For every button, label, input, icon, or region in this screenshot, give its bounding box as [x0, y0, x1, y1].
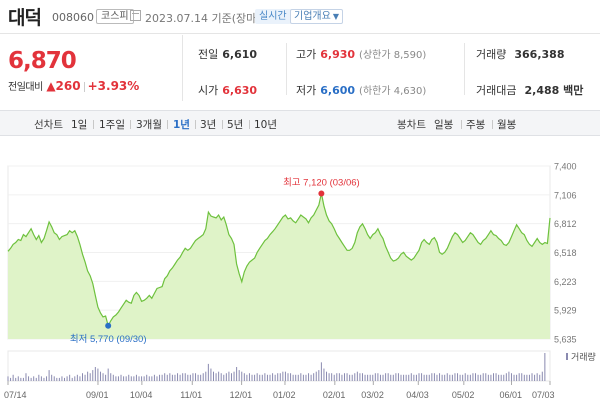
- volume-legend-label: 거래량: [571, 351, 596, 362]
- x-tick-label: 02/01: [323, 390, 346, 400]
- lower-limit: (하한가 4,630): [359, 86, 427, 97]
- up-arrow-icon: ▲: [46, 79, 56, 93]
- trade-volume: 거래량 366,388: [476, 46, 564, 62]
- period-1d[interactable]: 1일: [71, 119, 88, 131]
- prev-close-label: 전일: [198, 48, 219, 61]
- volume-value: 366,388: [514, 48, 565, 61]
- y-tick-label: 5,929: [554, 306, 577, 316]
- base-date: 2023.07.14 기준(장마감): [145, 12, 271, 25]
- current-price: 6,870: [8, 48, 77, 74]
- divider: [195, 120, 196, 129]
- y-tick-label: 7,106: [554, 190, 577, 200]
- candle-weekly[interactable]: 주봉: [466, 119, 486, 131]
- volume-frame: [7, 350, 551, 382]
- x-tick-label: 10/04: [130, 390, 153, 400]
- prev-close: 전일 6,610: [198, 46, 257, 62]
- candle-daily[interactable]: 일봉: [434, 119, 454, 131]
- open-label: 시가: [198, 84, 219, 97]
- amount-value: 2,488 백만: [524, 84, 584, 97]
- max-marker: [318, 190, 325, 197]
- divider: [461, 120, 462, 129]
- x-tick-label: 09/01: [86, 390, 109, 400]
- x-tick-label: 03/02: [361, 390, 384, 400]
- x-tick-label: 12/01: [230, 390, 253, 400]
- min-annotation: 최저 5,770 (09/30): [70, 334, 147, 345]
- divider: [130, 120, 131, 129]
- divider: [222, 120, 223, 129]
- x-tick-label: 04/03: [406, 390, 429, 400]
- high-label: 고가: [296, 48, 317, 61]
- y-tick-label: 7,400: [554, 162, 577, 172]
- open-value: 6,630: [222, 84, 258, 97]
- stock-header: 대덕 008060 코스피 2023.07.14 기준(장마감) 실시간 기업개…: [0, 0, 600, 34]
- y-tick-label: 6,223: [554, 277, 577, 287]
- chevron-down-icon: ▼: [332, 12, 339, 21]
- chart-toolbar: 선차트 1일 1주일 3개월 1년 3년 5년 10년 봉차트 일봉 주봉 월봉: [0, 110, 600, 136]
- change-percent: +3.93%: [87, 79, 140, 93]
- min-marker: [105, 322, 112, 329]
- volume-legend-swatch: [566, 353, 568, 360]
- line-chart-label: 선차트: [34, 119, 63, 131]
- trade-amount: 거래대금 2,488 백만: [476, 82, 583, 98]
- market-badge: 코스피: [96, 9, 134, 24]
- divider: [464, 43, 465, 95]
- calendar-icon: [130, 10, 141, 21]
- x-tick-label: 05/02: [452, 390, 475, 400]
- y-tick-label: 6,518: [554, 248, 577, 258]
- price-area: [8, 193, 550, 339]
- company-overview-dropdown[interactable]: 기업개요 ▼: [290, 9, 343, 24]
- high-price: 고가 6,930 (상한가 8,590): [296, 46, 426, 62]
- period-3m[interactable]: 3개월: [136, 119, 163, 131]
- open-price: 시가 6,630: [198, 82, 257, 98]
- high-value: 6,930: [320, 48, 356, 61]
- y-tick-label: 6,812: [554, 219, 577, 229]
- candle-monthly[interactable]: 월봉: [497, 119, 517, 131]
- stock-code: 008060: [52, 11, 94, 24]
- divider: [93, 120, 94, 129]
- realtime-button[interactable]: 실시간: [255, 9, 291, 24]
- stock-name: 대덕: [8, 7, 42, 29]
- price-box: 6,870 전일대비 ▲260 +3.93%: [0, 35, 183, 101]
- divider: [492, 120, 493, 129]
- candle-chart-label: 봉차트: [397, 119, 426, 131]
- x-tick-label: 11/01: [180, 390, 202, 400]
- divider: [286, 43, 287, 95]
- x-tick-label: 07/03: [532, 390, 555, 400]
- amount-label: 거래대금: [476, 84, 517, 97]
- divider: [167, 120, 168, 129]
- price-line: [7, 193, 551, 328]
- divider: [249, 120, 250, 129]
- low-label: 저가: [296, 84, 317, 97]
- prev-close-value: 6,610: [222, 48, 258, 61]
- low-price: 저가 6,600 (하한가 4,630): [296, 82, 426, 98]
- x-tick-label: 06/01: [500, 390, 523, 400]
- change-label: 전일대비: [8, 82, 43, 93]
- quote-grid: 전일 6,610 고가 6,930 (상한가 8,590) 거래량 366,388 시가…: [184, 35, 600, 101]
- x-tick-label: 07/14: [4, 390, 27, 400]
- period-1w[interactable]: 1주일: [99, 119, 126, 131]
- max-annotation: 최고 7,120 (03/06): [283, 177, 360, 188]
- period-1y[interactable]: 1년: [173, 119, 190, 131]
- period-5y[interactable]: 5년: [227, 119, 244, 131]
- x-tick-label: 01/02: [273, 390, 296, 400]
- upper-limit: (상한가 8,590): [359, 50, 427, 61]
- price-change: 전일대비 ▲260 +3.93%: [8, 78, 139, 93]
- y-tick-label: 5,635: [554, 335, 577, 345]
- period-3y[interactable]: 3년: [200, 119, 217, 131]
- divider: [83, 82, 85, 92]
- change-value: 260: [55, 79, 81, 93]
- volume-label: 거래량: [476, 48, 507, 61]
- low-value: 6,600: [320, 84, 356, 97]
- company-overview-label: 기업개요: [294, 11, 331, 22]
- period-10y[interactable]: 10년: [254, 119, 278, 131]
